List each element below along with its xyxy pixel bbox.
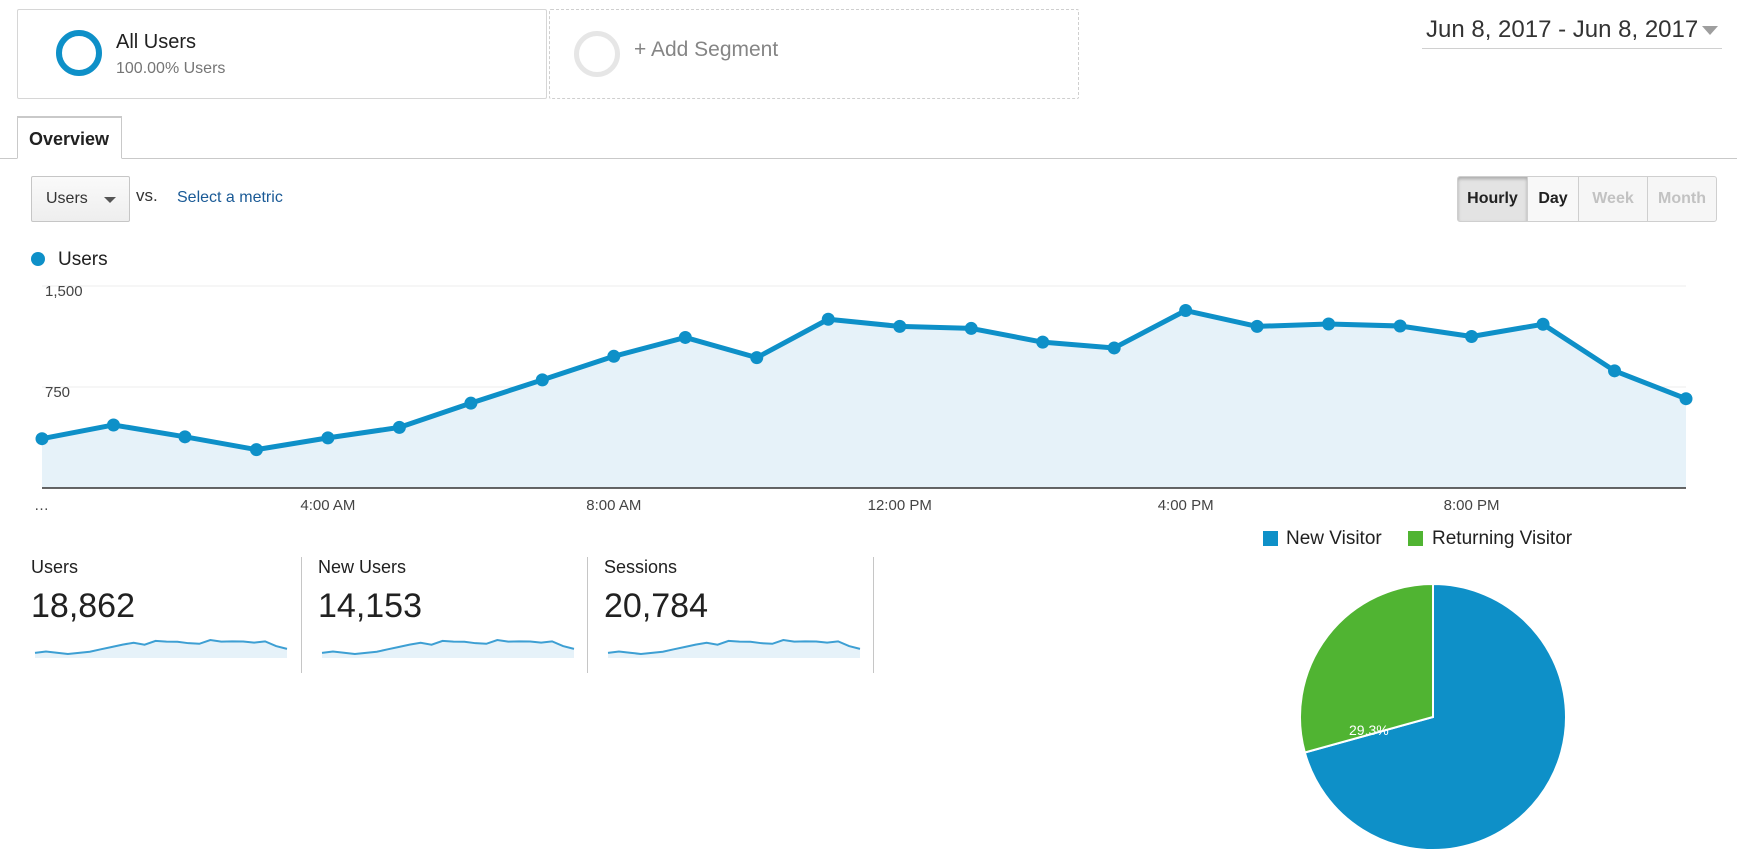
scorecard-new-users[interactable]: New Users 14,153: [318, 557, 604, 673]
users-data-point[interactable]: [1036, 335, 1050, 349]
users-data-point[interactable]: [106, 418, 120, 432]
caret-down-icon: [104, 197, 116, 203]
scorecard-divider: [301, 557, 302, 673]
metric-dropdown-label: Users: [46, 190, 88, 207]
month-button: Month: [1647, 176, 1717, 222]
users-data-point[interactable]: [1250, 319, 1264, 333]
scorecard-divider: [873, 557, 874, 673]
users-data-point[interactable]: [1179, 304, 1193, 318]
x-tick-label: …: [34, 497, 49, 514]
users-legend-dot: [31, 252, 45, 266]
x-tick-label: 4:00 PM: [1158, 497, 1214, 514]
sparkline-area: [608, 640, 860, 658]
day-button[interactable]: Day: [1527, 176, 1579, 222]
sparkline-area: [35, 640, 287, 658]
users-data-point[interactable]: [607, 349, 621, 363]
date-range-text: Jun 8, 2017 - Jun 8, 2017: [1426, 16, 1699, 43]
y-tick-label: 1,500: [45, 283, 83, 300]
scorecard-label: Sessions: [604, 557, 678, 577]
users-data-point[interactable]: [1465, 330, 1479, 343]
y-tick-label: 750: [45, 384, 70, 401]
scorecard-label: New Users: [318, 557, 407, 577]
pie-slice-label: 29.3%: [1349, 722, 1389, 738]
users-data-point[interactable]: [1679, 392, 1693, 406]
users-data-point[interactable]: [321, 431, 335, 445]
empty-segment-ring-icon: [574, 31, 620, 77]
x-tick-label: 4:00 AM: [300, 497, 355, 514]
chevron-down-icon: [1702, 26, 1718, 35]
sessions-sparkline: [607, 638, 861, 658]
vs-label: vs.: [136, 186, 158, 205]
segment-title: All Users: [116, 31, 197, 53]
scorecard-value: 14,153: [318, 587, 422, 625]
users-data-point[interactable]: [249, 443, 263, 457]
users-data-point[interactable]: [464, 396, 478, 410]
users-data-point[interactable]: [1393, 319, 1407, 333]
users-area-fill: [42, 310, 1686, 488]
sparkline-area: [322, 640, 574, 658]
users-data-point[interactable]: [821, 312, 835, 326]
scorecard-value: 20,784: [604, 587, 708, 625]
sparkline-line: [321, 638, 575, 656]
segment-ring-icon: [56, 30, 102, 76]
hourly-button[interactable]: Hourly: [1457, 176, 1528, 222]
returning-visitor-swatch: [1408, 531, 1423, 546]
visitor-type-pie-chart: 29.3%: [1299, 582, 1567, 851]
tab-overview-label: Overview: [29, 129, 110, 149]
users-data-point[interactable]: [750, 351, 764, 365]
users-data-point[interactable]: [392, 420, 406, 434]
users-data-point[interactable]: [1536, 317, 1550, 331]
new-visitor-swatch: [1263, 531, 1278, 546]
week-button: Week: [1578, 176, 1648, 222]
scorecard-label: Users: [31, 557, 79, 577]
users-data-point[interactable]: [1107, 341, 1121, 355]
metric-dropdown[interactable]: Users: [31, 176, 130, 222]
users-line-chart: 750 1,500 … 4:00 AM 8:00 AM 12:00 PM 4:00 PM 8:…: [34, 283, 1693, 514]
chart-legend-label: Users: [58, 249, 108, 270]
users-data-point[interactable]: [893, 319, 907, 333]
tab-bar-divider: [0, 158, 1737, 159]
scorecard-value: 18,862: [31, 587, 135, 625]
users-data-point[interactable]: [678, 330, 692, 344]
segment-all-users[interactable]: All Users 100.00% Users: [17, 9, 547, 99]
new-visitor-legend-label: New Visitor: [1286, 528, 1382, 549]
users-data-point[interactable]: [1608, 364, 1622, 378]
users-data-point[interactable]: [535, 373, 549, 387]
tab-overview[interactable]: Overview: [17, 116, 122, 159]
x-tick-label: 12:00 PM: [868, 497, 932, 514]
scorecard-sessions[interactable]: Sessions 20,784: [604, 557, 890, 673]
new-users-sparkline: [321, 638, 575, 658]
sparkline-line: [34, 638, 288, 656]
date-range-picker[interactable]: Jun 8, 2017 - Jun 8, 2017: [1422, 12, 1722, 49]
segment-subtitle: 100.00% Users: [116, 60, 226, 77]
scorecard-users[interactable]: Users 18,862: [31, 557, 317, 673]
sparkline-line: [607, 638, 861, 656]
users-data-point[interactable]: [35, 432, 49, 446]
x-tick-label: 8:00 AM: [586, 497, 641, 514]
scorecard-divider: [587, 557, 588, 673]
users-sparkline: [34, 638, 288, 658]
users-data-point[interactable]: [178, 430, 192, 444]
add-segment-label: + Add Segment: [634, 38, 779, 61]
users-series-line: [41, 308, 1687, 453]
add-segment-button[interactable]: + Add Segment: [549, 9, 1079, 99]
users-data-point[interactable]: [1322, 317, 1336, 331]
x-tick-label: 8:00 PM: [1444, 497, 1500, 514]
users-data-point[interactable]: [964, 321, 978, 335]
select-metric-link[interactable]: Select a metric: [177, 189, 283, 206]
returning-visitor-legend-label: Returning Visitor: [1432, 528, 1573, 549]
